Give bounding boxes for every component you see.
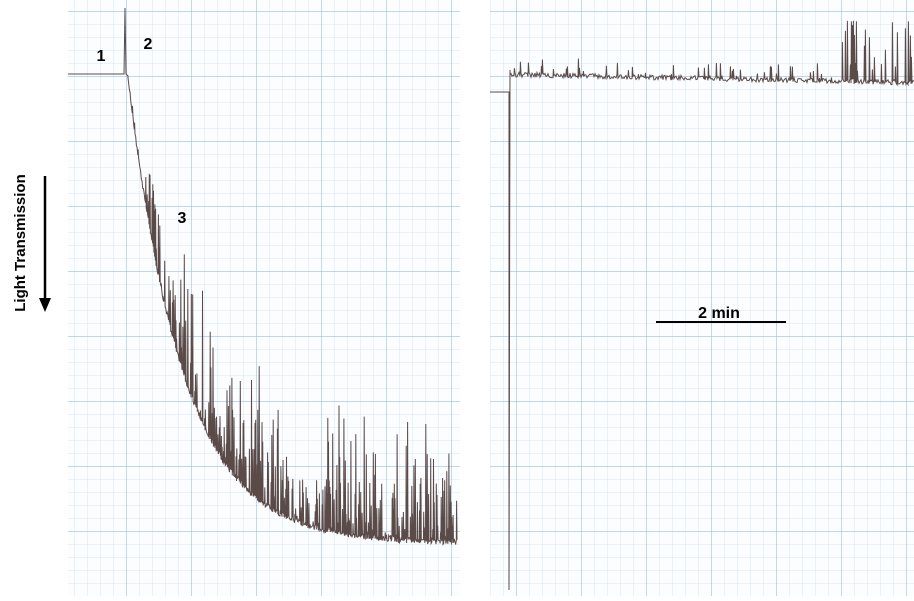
arrow-head [39, 298, 51, 312]
marker-label: 3 [178, 210, 187, 227]
marker-label: 1 [97, 48, 106, 65]
grid-right [490, 0, 914, 596]
axis-label: Light Transmission [12, 174, 29, 312]
trace [68, 7, 458, 546]
scale-bar-label: 2 min [698, 305, 740, 322]
traces [68, 7, 914, 591]
marker-label: 2 [144, 36, 153, 53]
trace [490, 20, 914, 591]
grid-left [68, 0, 460, 596]
